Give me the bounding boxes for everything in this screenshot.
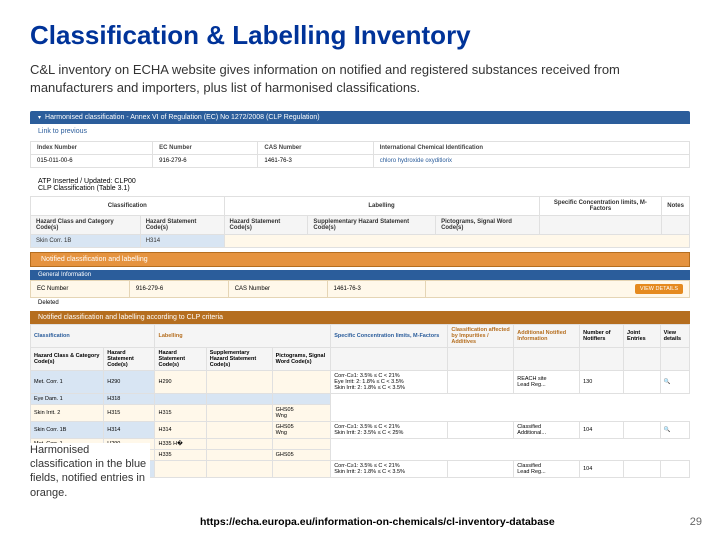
- col-chem-id: International Chemical Identification: [373, 142, 689, 155]
- link-previous[interactable]: Link to previous: [30, 124, 690, 139]
- magnify-icon[interactable]: 🔍: [660, 422, 689, 439]
- col-ec-number: EC Number: [153, 142, 258, 155]
- harmonised-section-bar: ▾ Harmonised classification - Annex VI o…: [30, 111, 690, 124]
- chevron-down-icon: ▾: [38, 114, 41, 121]
- state-label: Deleted: [30, 298, 690, 308]
- table-row: 015-011-00-6 916-279-6 1461-76-3 chloro …: [31, 155, 690, 168]
- table-row: Skin Irrit. 2H315H315GHS05 Wng: [31, 405, 690, 422]
- table-row: Skin Corr. 1BH314H314GHS05 WngCorr-C≥1: …: [31, 422, 690, 439]
- view-details-button[interactable]: VIEW DETAILS: [635, 284, 683, 294]
- synonym-links[interactable]: chloro hydroxide oxyditlorix: [380, 158, 452, 164]
- footer-url[interactable]: https://echa.europa.eu/information-on-ch…: [200, 516, 555, 528]
- table-row: Met. Corr. 1H290H290Corr-C≥1: 3.5% ≤ C <…: [31, 371, 690, 394]
- general-info-table: EC Number 916-279-6 CAS Number 1461-76-3…: [30, 280, 690, 298]
- notified-section-bar: Notified classification and labelling: [30, 252, 690, 267]
- section-spec-limits: Specific Concentration limits, M-Factors: [539, 197, 662, 216]
- col-cas-number: CAS Number: [258, 142, 373, 155]
- page-title: Classification & Labelling Inventory: [30, 20, 690, 51]
- hazard-classification-table: Classification Labelling Specific Concen…: [30, 196, 690, 248]
- table-row: Eye Dam. 1H318: [31, 394, 690, 405]
- embedded-screenshot: ▾ Harmonised classification - Annex VI o…: [30, 111, 690, 478]
- magnify-icon: [660, 461, 689, 478]
- col-index-number: Index Number: [31, 142, 153, 155]
- slide-body-text: C&L inventory on ECHA website gives info…: [30, 61, 690, 97]
- section-labelling: Labelling: [224, 197, 539, 216]
- page-number: 29: [690, 516, 702, 528]
- atp-note: ATP Inserted / Updated: CLP00 CLP Classi…: [30, 174, 690, 196]
- harmonised-bar-label: Harmonised classification - Annex VI of …: [45, 114, 320, 121]
- substance-id-table: Index Number EC Number CAS Number Intern…: [30, 141, 690, 168]
- table-row: Skin Corr. 1B H314: [31, 235, 690, 248]
- clp-criteria-bar: Notified classification and labelling ac…: [30, 311, 690, 324]
- section-classification: Classification: [31, 197, 225, 216]
- magnify-icon[interactable]: 🔍: [660, 371, 689, 394]
- general-info-bar: General Information: [30, 270, 690, 280]
- section-notes: Notes: [662, 197, 690, 216]
- caption-text: Harmonised classification in the blue fi…: [30, 443, 150, 500]
